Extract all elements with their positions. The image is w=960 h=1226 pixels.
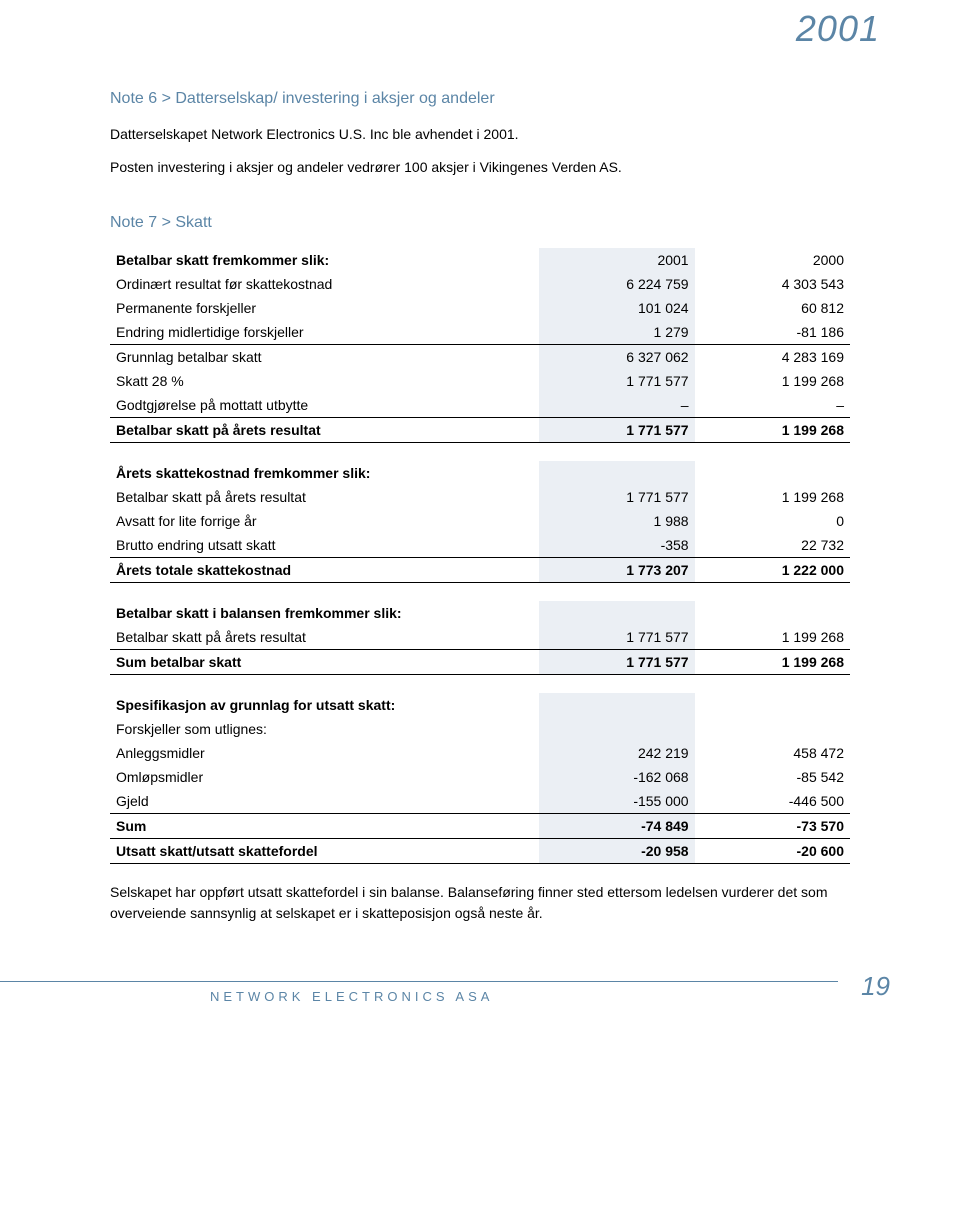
table-row-val1: -162 068 — [539, 765, 694, 789]
note6-title: Note 6 > Datterselskap/ investering i ak… — [110, 90, 850, 108]
table-row-val2: -73 570 — [695, 814, 850, 839]
table-row-val1: – — [539, 393, 694, 418]
table-header-label: Årets skattekostnad fremkommer slik: — [110, 461, 539, 485]
page-number: 19 — [861, 971, 890, 1002]
table-row-label: Ordinært resultat før skattekostnad — [110, 272, 539, 296]
table-header-col2: 2000 — [695, 248, 850, 272]
table-row-val2: -85 542 — [695, 765, 850, 789]
table-row-val1: 1 279 — [539, 320, 694, 345]
table-row-val1: 1 771 577 — [539, 369, 694, 393]
table-row-label: Anleggsmidler — [110, 741, 539, 765]
table-row-val2: – — [695, 393, 850, 418]
table-row-val2: 1 222 000 — [695, 558, 850, 583]
table-row-val2: 1 199 268 — [695, 418, 850, 443]
table-row-label: Utsatt skatt/utsatt skattefordel — [110, 839, 539, 864]
table-row-val2: 0 — [695, 509, 850, 533]
table-row-label: Årets totale skattekostnad — [110, 558, 539, 583]
table-row-label: Betalbar skatt på årets resultat — [110, 418, 539, 443]
table-row-label: Godtgjørelse på mottatt utbytte — [110, 393, 539, 418]
table-row-val1: -74 849 — [539, 814, 694, 839]
table-utsatt-skatt: Spesifikasjon av grunnlag for utsatt ska… — [110, 693, 850, 864]
table-row-val2: 1 199 268 — [695, 485, 850, 509]
table-row-label: Endring midlertidige forskjeller — [110, 320, 539, 345]
table-row-val2: 1 199 268 — [695, 369, 850, 393]
table-header-col2 — [695, 601, 850, 625]
footer-divider — [0, 981, 838, 982]
table-row-val2: 458 472 — [695, 741, 850, 765]
table-row-val1: 1 988 — [539, 509, 694, 533]
table-row-val1: 6 327 062 — [539, 345, 694, 370]
table-row-val1: 101 024 — [539, 296, 694, 320]
table-row-val2: 22 732 — [695, 533, 850, 558]
table-row-val1: -155 000 — [539, 789, 694, 814]
table-row-val2: 4 283 169 — [695, 345, 850, 370]
table-row-label: Omløpsmidler — [110, 765, 539, 789]
table-row-val1: -358 — [539, 533, 694, 558]
table-row-label: Sum — [110, 814, 539, 839]
table-row-val1: 242 219 — [539, 741, 694, 765]
table-header-col1 — [539, 693, 694, 717]
table-row-label: Permanente forskjeller — [110, 296, 539, 320]
table-header-col2 — [695, 693, 850, 717]
note6-line1: Datterselskapet Network Electronics U.S.… — [110, 124, 850, 145]
year-header: 2001 — [110, 8, 880, 50]
table-row-val1: 1 771 577 — [539, 485, 694, 509]
table-betalbar-skatt: Betalbar skatt fremkommer slik:20012000 O… — [110, 248, 850, 443]
table-row-val2: -20 600 — [695, 839, 850, 864]
note7-closing: Selskapet har oppført utsatt skatteforde… — [110, 882, 850, 924]
table-row-val1: -20 958 — [539, 839, 694, 864]
table-betalbar-balanse: Betalbar skatt i balansen fremkommer sli… — [110, 601, 850, 675]
table-row-label: Avsatt for lite forrige år — [110, 509, 539, 533]
table-header-col1 — [539, 601, 694, 625]
table-row-val2: -446 500 — [695, 789, 850, 814]
table-row-val1: 1 771 577 — [539, 418, 694, 443]
table-row-label: Betalbar skatt på årets resultat — [110, 625, 539, 650]
note6-line2: Posten investering i aksjer og andeler v… — [110, 157, 850, 178]
table-row-label: Sum betalbar skatt — [110, 650, 539, 675]
table-row-label: Gjeld — [110, 789, 539, 814]
note7-title: Note 7 > Skatt — [110, 214, 850, 232]
table-row-val2: 60 812 — [695, 296, 850, 320]
table-header-label: Betalbar skatt i balansen fremkommer sli… — [110, 601, 539, 625]
table-row-label: Skatt 28 % — [110, 369, 539, 393]
table-row-val1: 6 224 759 — [539, 272, 694, 296]
table-header-label: Spesifikasjon av grunnlag for utsatt ska… — [110, 693, 539, 717]
table-subheader: Forskjeller som utlignes: — [110, 717, 539, 741]
table-row-val1: 1 773 207 — [539, 558, 694, 583]
table-row-label: Grunnlag betalbar skatt — [110, 345, 539, 370]
note7-section: Note 7 > Skatt Betalbar skatt fremkommer… — [110, 214, 850, 924]
table-row-val1: 1 771 577 — [539, 625, 694, 650]
table-row-label: Brutto endring utsatt skatt — [110, 533, 539, 558]
table-row-val2: 1 199 268 — [695, 625, 850, 650]
table-row-label: Betalbar skatt på årets resultat — [110, 485, 539, 509]
table-header-col2 — [695, 461, 850, 485]
table-row-val2: 1 199 268 — [695, 650, 850, 675]
footer-company: NETWORK ELECTRONICS ASA — [210, 989, 493, 1004]
table-row-val2: 4 303 543 — [695, 272, 850, 296]
note6-section: Note 6 > Datterselskap/ investering i ak… — [110, 90, 850, 178]
table-row-val1: 1 771 577 — [539, 650, 694, 675]
table-header-col1: 2001 — [539, 248, 694, 272]
table-aarets-skattekostnad: Årets skattekostnad fremkommer slik:Beta… — [110, 461, 850, 583]
table-header-label: Betalbar skatt fremkommer slik: — [110, 248, 539, 272]
table-row-val2: -81 186 — [695, 320, 850, 345]
table-header-col1 — [539, 461, 694, 485]
page-footer: NETWORK ELECTRONICS ASA 19 — [110, 964, 850, 1004]
